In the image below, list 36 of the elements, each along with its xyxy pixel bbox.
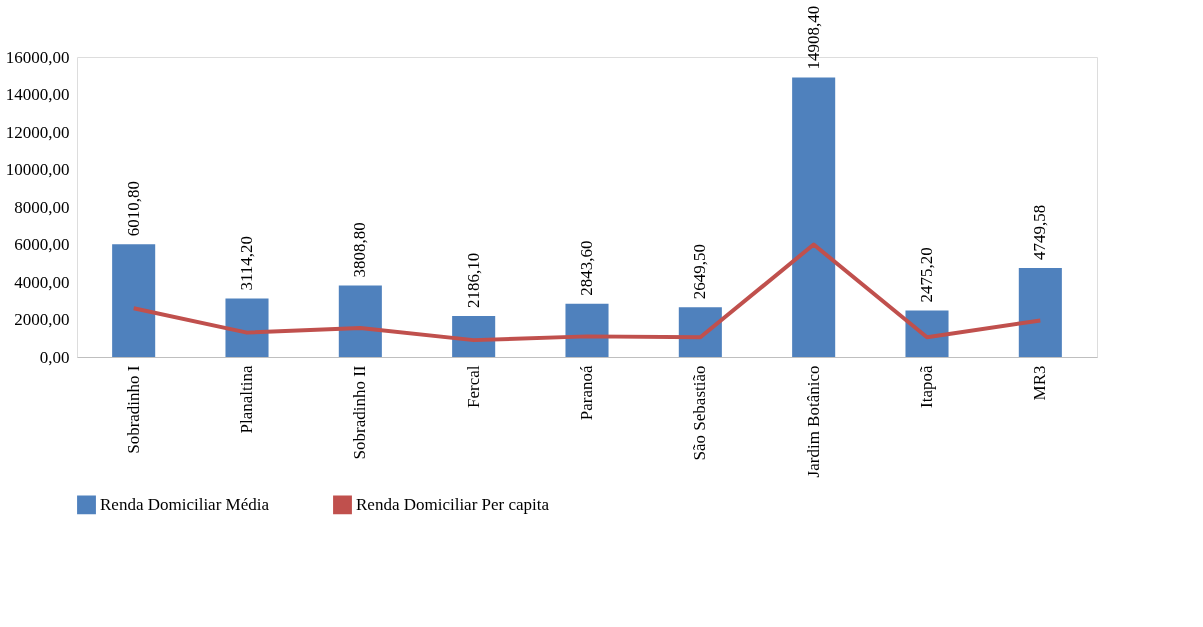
x-tick-label: Jardim Botânico (803, 365, 823, 478)
bar (792, 77, 836, 357)
x-tick-label: Sobradinho I (123, 365, 143, 454)
data-label: 2186,10 (463, 252, 483, 309)
y-tick-label: 16000,00 (5, 47, 70, 67)
x-tick-label: São Sebastião (690, 365, 710, 461)
bar (452, 316, 496, 357)
data-label: 6010,80 (123, 181, 143, 237)
bar (225, 298, 269, 357)
x-tick-label: Fercal (463, 365, 483, 408)
y-tick-label: 12000,00 (5, 122, 70, 142)
legend-label: Renda Domiciliar Média (100, 494, 270, 514)
data-label: 3808,80 (350, 222, 370, 278)
y-tick-label: 0,00 (39, 347, 70, 367)
y-tick-label: 10000,00 (5, 160, 70, 179)
y-tick-label: 14000,00 (5, 85, 70, 104)
y-tick-label: 6000,00 (14, 235, 70, 254)
x-tick-label: Planaltina (237, 365, 256, 434)
x-tick-label: Itapoã (917, 365, 936, 408)
bar (565, 303, 609, 357)
bar (112, 244, 156, 357)
data-label: 14908,40 (803, 5, 823, 70)
bar (338, 285, 382, 357)
data-label: 2649,50 (690, 244, 710, 300)
y-tick-label: 8000,00 (14, 197, 70, 217)
data-label: 2475,20 (917, 247, 936, 303)
x-tick-label: Sobradinho II (350, 365, 370, 460)
y-tick-label: 2000,00 (14, 310, 70, 329)
bar (1018, 267, 1062, 357)
legend-label: Renda Domiciliar Per capita (356, 494, 550, 514)
y-tick-label: 4000,00 (14, 272, 70, 292)
x-tick-label: Paranoá (577, 365, 596, 421)
data-label: 4749,58 (1030, 204, 1050, 260)
data-label: 3114,20 (237, 235, 256, 291)
data-label: 2843,60 (577, 240, 596, 296)
x-tick-label: MR3 (1030, 365, 1050, 401)
